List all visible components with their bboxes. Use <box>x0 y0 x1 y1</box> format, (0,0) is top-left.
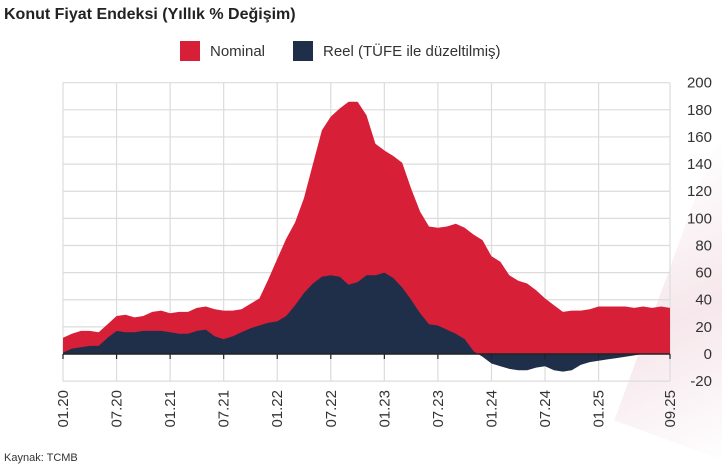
x-tick-label: 09.25 <box>662 390 679 428</box>
x-tick-label: 07.24 <box>537 390 554 428</box>
area-nominal <box>63 101 670 354</box>
x-tick-label: 01.24 <box>483 390 500 428</box>
x-tick-label: 07.21 <box>216 390 233 428</box>
y-tick-label: 60 <box>695 265 712 282</box>
y-tick-label: 140 <box>687 156 712 173</box>
chart-title: Konut Fiyat Endeksi (Yıllık % Değişim) <box>4 6 296 23</box>
source-note: Kaynak: TCMB <box>4 452 78 464</box>
legend-swatch-real <box>293 41 313 61</box>
legend-item-real: Reel (TÜFE ile düzeltilmiş) <box>293 41 501 61</box>
y-tick-label: 80 <box>695 237 712 254</box>
x-tick-label: 07.22 <box>323 390 340 428</box>
x-tick-label: 01.21 <box>162 390 179 428</box>
legend-label-nominal: Nominal <box>210 42 266 60</box>
legend-label-real: Reel (TÜFE ile düzeltilmiş) <box>323 42 501 60</box>
y-tick-label: 160 <box>687 129 712 146</box>
y-tick-label: 0 <box>704 346 712 363</box>
y-tick-label: 200 <box>687 75 712 92</box>
x-tick-label: 01.23 <box>376 390 393 428</box>
area-real <box>63 272 670 372</box>
x-tick-label: 01.25 <box>591 390 608 428</box>
y-tick-label: 20 <box>695 319 712 336</box>
y-tick-label: 180 <box>687 102 712 119</box>
y-tick-label: 40 <box>695 292 712 309</box>
legend-item-nominal: Nominal <box>180 41 265 61</box>
x-tick-label: 01.20 <box>55 390 72 428</box>
y-tick-label: 120 <box>687 183 712 200</box>
y-tick-label: -20 <box>690 373 712 390</box>
y-tick-label: 100 <box>687 210 712 227</box>
x-tick-label: 01.22 <box>269 390 286 428</box>
x-tick-label: 07.20 <box>109 390 126 428</box>
legend-swatch-nominal <box>180 41 200 61</box>
x-tick-label: 07.23 <box>430 390 447 428</box>
